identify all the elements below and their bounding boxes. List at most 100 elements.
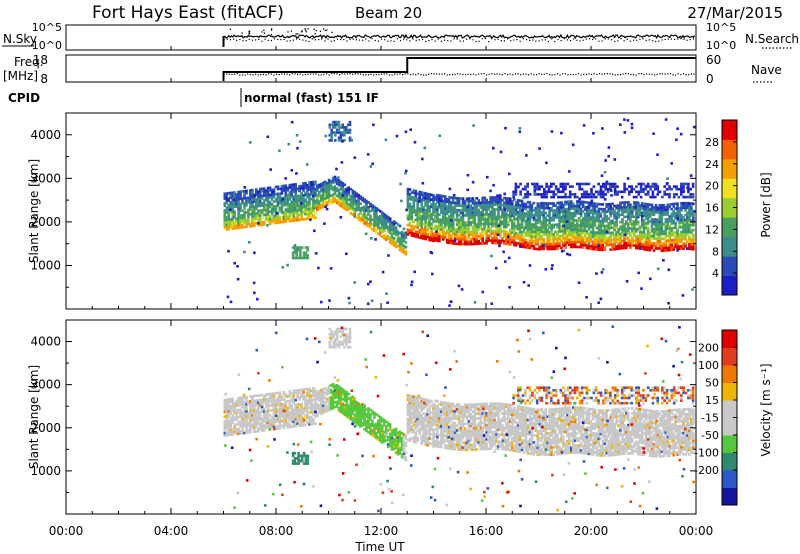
power-cell [548,219,551,222]
power-cell [467,228,471,232]
power-cell [534,226,538,229]
velocity-cell [288,402,292,405]
y-tick-label: 1000 [30,258,61,272]
power-cell [280,204,284,207]
nave-dot [535,74,538,76]
velocity-cell [241,415,244,418]
velocity-cell [227,414,230,418]
power-cell [420,234,423,237]
power-cell [650,203,654,207]
velocity-cell [243,405,246,409]
power-cell [625,205,628,209]
power-cell [392,241,396,245]
power-cell [583,229,587,233]
power-cell [355,192,358,195]
velocity-cell [272,394,276,398]
velocity-cell [300,424,303,427]
power-cell [383,212,386,216]
power-cell [690,221,693,224]
power-cell [420,236,423,240]
nave-dot [651,73,653,76]
velocity-cell [310,399,313,402]
power-cell [660,223,664,226]
nave-dot [352,73,354,75]
power-cell [345,208,349,212]
power-cell [581,227,585,230]
power-cell [390,230,394,234]
power-cell [404,233,408,237]
power-cell [554,204,557,207]
nsearch-dot [406,39,408,41]
power-cell [236,265,239,268]
power-cell [630,190,633,194]
power-cell [564,217,567,221]
power-cell [357,193,360,197]
nave-dot [470,73,472,76]
power-cell [241,223,244,227]
power-cell [424,220,427,224]
power-cell [609,214,612,218]
power-cell [526,205,530,209]
power-cell [625,246,628,250]
power-cell [520,245,524,248]
power-cell [644,212,648,215]
power-cell [519,193,522,196]
power-cell [239,214,242,217]
power-cell [536,231,540,234]
power-cell [642,233,646,237]
power-cell [623,190,626,194]
power-cell [644,207,648,211]
power-cell [481,199,484,202]
power-cell [540,201,544,205]
nsearch-dot [582,39,584,41]
power-cell [294,209,297,212]
nave-dot [664,73,666,75]
power-cell [276,197,280,200]
power-cell [646,243,650,247]
power-cell [599,236,603,240]
power-cell [280,192,284,195]
power-cell [678,209,681,212]
power-cell [365,204,368,208]
nsearch-dot [444,39,446,41]
power-cell [663,185,666,188]
power-cell [603,224,607,228]
power-cell [587,223,591,226]
power-cell [330,123,333,127]
power-cell [668,246,671,249]
power-cell [585,206,589,209]
power-cell [501,220,504,224]
power-cell [678,240,681,243]
power-cell [664,234,668,238]
power-cell [475,211,479,214]
power-cell [686,186,689,189]
power-cell [665,187,669,191]
power-cell [536,240,540,244]
power-cell [514,185,518,188]
nsearch-dot [541,39,543,41]
power-cell [264,218,268,221]
power-cell [564,207,567,211]
power-cell [357,213,360,216]
power-cell [627,227,630,230]
nave-dot [252,74,254,76]
power-cell [390,240,394,243]
power-cell [475,201,479,205]
power-cell [544,228,547,232]
power-cell [590,199,594,203]
power-cell [487,203,490,207]
velocity-cell [296,403,299,406]
power-cell [327,178,331,182]
power-cell [658,232,662,236]
power-cell [310,207,313,210]
power-cell [510,219,514,222]
power-cell [288,203,292,206]
power-cell [481,227,484,231]
power-cell [459,221,463,224]
power-cell [455,223,459,226]
power-cell [290,183,293,187]
power-cell [302,201,305,204]
velocity-cell [227,424,230,427]
power-cell [544,218,547,222]
power-cell [410,205,414,209]
